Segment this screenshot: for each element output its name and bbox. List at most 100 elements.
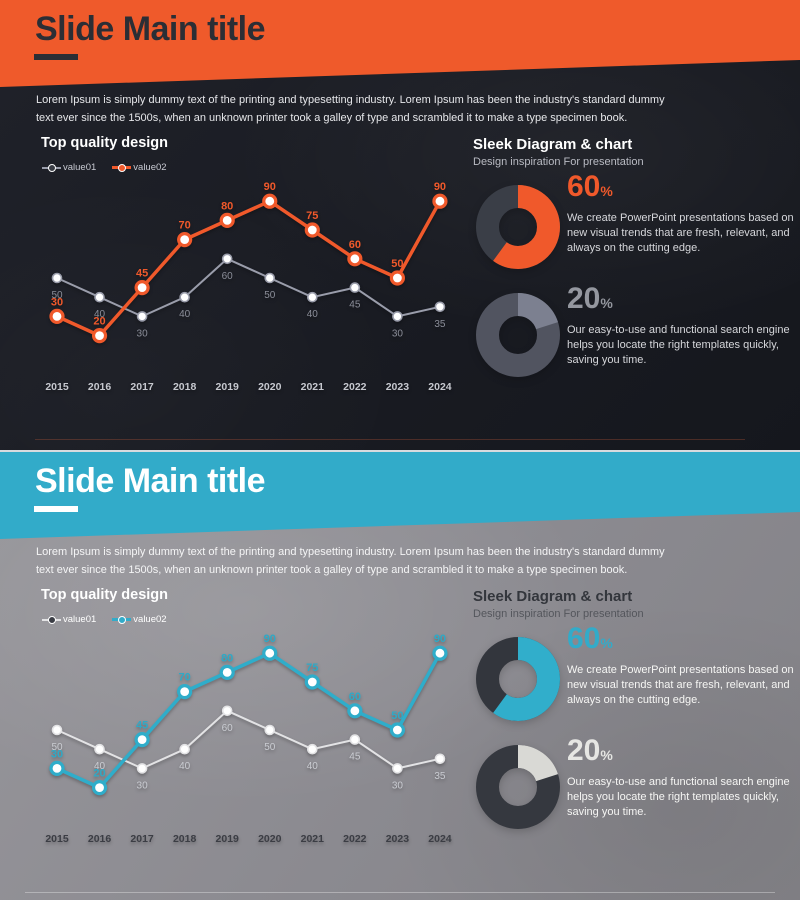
svg-text:2020: 2020 [258, 833, 282, 845]
svg-text:30: 30 [137, 328, 149, 339]
stat-20-value: 20% [567, 282, 613, 315]
svg-text:90: 90 [264, 181, 276, 193]
donut-chart-20-percent [476, 745, 560, 829]
svg-text:50: 50 [391, 258, 403, 270]
x-axis-labels: 2015 2016 2017 2018 2019 2020 2021 2022 2023 2024 [45, 381, 451, 393]
legend-marker-value01 [42, 615, 61, 624]
svg-text:45: 45 [349, 752, 361, 763]
intro-line-2: text ever since the 1500s, when an unkno… [36, 563, 628, 576]
stat-block-20: 20% Our easy-to-use and functional searc… [567, 736, 800, 820]
svg-text:45: 45 [349, 300, 361, 311]
svg-text:2017: 2017 [130, 381, 154, 393]
series-value02: 30 20 45 70 80 90 75 60 50 90 [49, 633, 448, 796]
svg-text:50: 50 [391, 710, 403, 722]
legend-marker-value02 [112, 163, 132, 172]
line-chart: 2015 2016 2017 2018 2019 2020 2021 2022 2023 2024… [45, 181, 451, 393]
svg-text:70: 70 [179, 672, 191, 684]
svg-text:60: 60 [349, 239, 361, 251]
stat-block-60: 60% We create PowerPoint presentations b… [567, 624, 800, 708]
donut-value-segment [476, 185, 560, 269]
svg-text:2021: 2021 [301, 833, 325, 845]
donut-chart-60-percent [476, 637, 560, 721]
title-underline [34, 506, 78, 512]
legend-label-value01: value01 [63, 614, 97, 625]
svg-text:60: 60 [349, 691, 361, 703]
svg-text:40: 40 [179, 761, 191, 772]
stat-60-text: We create PowerPoint presentations based… [567, 664, 794, 706]
svg-text:2023: 2023 [386, 381, 410, 393]
svg-text:2021: 2021 [301, 381, 325, 393]
svg-text:30: 30 [392, 780, 404, 791]
legend-marker-value02 [112, 615, 132, 624]
svg-text:2019: 2019 [216, 381, 240, 393]
svg-text:2024: 2024 [428, 381, 452, 393]
svg-text:30: 30 [392, 328, 404, 339]
intro-line-1: Lorem Ipsum is simply dummy text of the … [36, 94, 665, 106]
svg-text:35: 35 [434, 319, 446, 330]
legend-label-value02: value02 [133, 162, 167, 173]
svg-text:2022: 2022 [343, 381, 367, 393]
intro-text: Lorem Ipsum is simply dummy text of the … [36, 92, 665, 128]
legend-item-value02: value02 [112, 614, 167, 625]
slide-title: Slide Main title [35, 462, 266, 500]
svg-text:40: 40 [307, 309, 319, 320]
stat-60-value: 60% [567, 622, 613, 655]
svg-text:40: 40 [179, 309, 191, 320]
svg-text:70: 70 [179, 220, 191, 232]
legend-label-value02: value02 [133, 614, 167, 625]
diagram-heading: Sleek Diagram & chart [473, 136, 633, 153]
svg-text:2019: 2019 [216, 833, 240, 845]
svg-text:2016: 2016 [88, 381, 112, 393]
series-value02: 30 20 45 70 80 90 75 60 50 90 [49, 181, 448, 344]
donut-chart-20-percent [476, 293, 560, 377]
svg-text:75: 75 [306, 662, 318, 674]
svg-text:2016: 2016 [88, 833, 112, 845]
svg-text:80: 80 [221, 200, 233, 212]
stat-60-value: 60% [567, 170, 613, 203]
svg-text:90: 90 [434, 181, 446, 193]
title-underline [34, 54, 78, 60]
svg-text:90: 90 [264, 633, 276, 645]
donut-value-segment [476, 745, 560, 829]
svg-text:50: 50 [264, 742, 276, 753]
svg-text:2015: 2015 [45, 381, 69, 393]
chart-legend: value01 value02 [42, 162, 167, 173]
svg-text:50: 50 [51, 290, 63, 301]
diagram-heading: Sleek Diagram & chart [473, 588, 633, 605]
donut-chart-60-percent [476, 185, 560, 269]
diagram-subheading: Design inspiration For presentation [473, 156, 644, 168]
slide-light: Slide Main title Lorem Ipsum is simply d… [0, 450, 800, 900]
svg-text:2018: 2018 [173, 833, 197, 845]
legend-label-value01: value01 [63, 162, 97, 173]
svg-text:2020: 2020 [258, 381, 282, 393]
intro-text: Lorem Ipsum is simply dummy text of the … [36, 544, 665, 580]
svg-text:45: 45 [136, 268, 148, 280]
chart-section-heading: Top quality design [41, 587, 169, 603]
donut-value-segment [476, 637, 560, 721]
x-axis-labels: 2015 2016 2017 2018 2019 2020 2021 2022 2023 2024 [45, 833, 451, 845]
footer-accent-line [35, 439, 745, 440]
diagram-subheading: Design inspiration For presentation [473, 608, 644, 620]
svg-text:45: 45 [136, 720, 148, 732]
chart-legend: value01 value02 [42, 614, 167, 625]
svg-text:30: 30 [51, 748, 63, 760]
svg-text:40: 40 [307, 761, 319, 772]
stat-60-text: We create PowerPoint presentations based… [567, 212, 794, 254]
donut-value-segment [476, 293, 560, 377]
svg-text:2017: 2017 [130, 833, 154, 845]
stat-20-text: Our easy-to-use and functional search en… [567, 776, 790, 818]
svg-text:60: 60 [222, 723, 234, 734]
svg-text:40: 40 [94, 761, 106, 772]
svg-text:40: 40 [94, 309, 106, 320]
legend-item-value02: value02 [112, 162, 167, 173]
series-value01: 50 40 30 40 60 50 40 45 30 35 [51, 253, 446, 339]
legend-item-value01: value01 [42, 614, 96, 625]
svg-text:20: 20 [93, 316, 105, 328]
series-value01: 50 40 30 40 60 50 40 45 30 35 [51, 705, 446, 791]
stat-20-value: 20% [567, 734, 613, 767]
svg-text:20: 20 [93, 768, 105, 780]
footer-accent-line [25, 892, 775, 893]
svg-text:75: 75 [306, 210, 318, 222]
svg-text:80: 80 [221, 652, 233, 664]
